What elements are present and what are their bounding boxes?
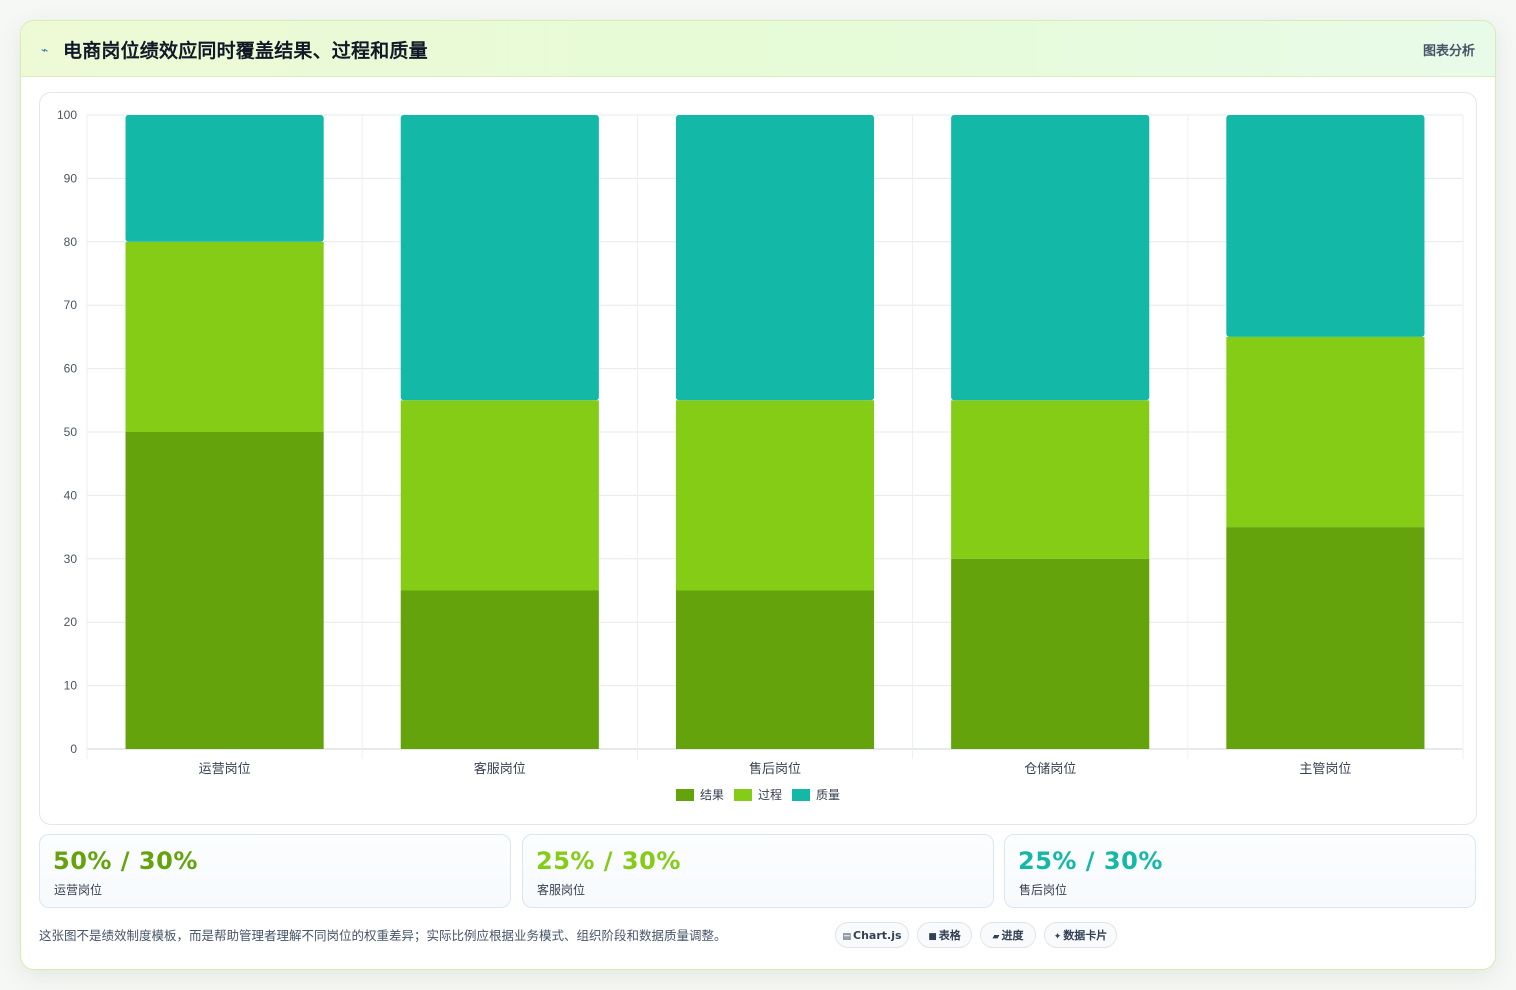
- y-tick-label: 50: [64, 425, 78, 439]
- y-tick-label: 40: [64, 488, 78, 502]
- chart-card: ⌁ 电商岗位绩效应同时覆盖结果、过程和质量 图表分析 0 10 20 30 40 50 60…: [20, 20, 1496, 970]
- x-tick-label: 售后岗位: [749, 761, 801, 776]
- progress-icon: ▰: [992, 932, 1000, 942]
- chip-progress[interactable]: ▰ 进度: [980, 922, 1036, 948]
- y-tick-label: 100: [57, 108, 77, 122]
- footnote: 这张图不是绩效制度模板，而是帮助管理者理解不同岗位的权重差异；实际比例应根据业务…: [39, 928, 727, 943]
- stat-card: 25% / 30% 售后岗位: [1004, 834, 1476, 908]
- chart-title: 电商岗位绩效应同时覆盖结果、过程和质量: [63, 40, 428, 62]
- bar-segment: [125, 241, 324, 432]
- stat-label: 售后岗位: [1019, 883, 1068, 897]
- y-tick-label: 30: [64, 552, 78, 566]
- bar-segment: [951, 115, 1150, 401]
- y-tick-label: 60: [64, 362, 78, 376]
- bar-segment: [400, 115, 599, 401]
- bar-segment: [675, 400, 875, 591]
- bar-segment: [1226, 336, 1425, 528]
- legend-swatch: [676, 789, 694, 801]
- card-header: ⌁ 电商岗位绩效应同时覆盖结果、过程和质量 图表分析: [21, 21, 1495, 77]
- x-tick-label: 客服岗位: [474, 761, 526, 776]
- legend-swatch: [734, 789, 752, 801]
- y-tick-label: 0: [70, 742, 77, 756]
- bar-segment: [951, 400, 1150, 559]
- chip-data-card[interactable]: ✦ 数据卡片: [1044, 922, 1117, 948]
- stacked-bar-chart: 0 10 20 30 40 50 60 70 80 90 100 运营岗位 客服岗位 售后岗位 仓储岗位 主管…: [57, 108, 1464, 802]
- bar-segment: [951, 558, 1150, 749]
- chart-icon: ▤: [842, 932, 851, 942]
- y-tick-label: 20: [64, 615, 78, 629]
- x-tick-label: 主管岗位: [1299, 761, 1351, 776]
- bar-segment: [400, 400, 599, 591]
- stat-value: 25% / 30%: [1018, 847, 1163, 875]
- bar-segment: [400, 590, 599, 749]
- y-tick-label: 80: [64, 235, 78, 249]
- x-tick-label: 仓储岗位: [1024, 761, 1076, 776]
- legend-swatch: [792, 789, 810, 801]
- table-icon: ■: [928, 932, 937, 942]
- legend-label: 过程: [758, 787, 782, 802]
- stat-value: 50% / 30%: [53, 847, 198, 875]
- bar-segment: [125, 432, 324, 749]
- stat-card: 25% / 30% 客服岗位: [522, 834, 994, 908]
- stat-label: 运营岗位: [54, 883, 103, 897]
- bar-segment: [125, 115, 324, 242]
- chart-area: 0 10 20 30 40 50 60 70 80 90 100 运营岗位 客服岗位 售后岗位 仓储岗位 主管…: [39, 92, 1477, 825]
- y-tick-label: 70: [64, 298, 78, 312]
- stat-value: 25% / 30%: [536, 847, 681, 875]
- bar-segment: [675, 590, 875, 749]
- chip-chartjs[interactable]: ▤ Chart.js: [835, 922, 909, 948]
- bar-segment: [675, 115, 875, 401]
- stat-label: 客服岗位: [537, 883, 586, 897]
- bar-segment: [1226, 527, 1425, 749]
- sparkle-icon: ✦: [1053, 932, 1062, 942]
- legend-label: 结果: [700, 788, 724, 802]
- legend-label: 质量: [816, 788, 840, 802]
- chart-analysis-button[interactable]: 图表分析: [1422, 44, 1475, 59]
- trend-icon: ⌁: [41, 43, 49, 57]
- bar-segment: [1226, 115, 1425, 337]
- y-tick-label: 10: [64, 679, 78, 693]
- y-tick-label: 90: [64, 171, 78, 185]
- x-tick-label: 运营岗位: [199, 761, 251, 776]
- chip-table[interactable]: ■ 表格: [917, 922, 972, 948]
- stat-card: 50% / 30% 运营岗位: [39, 834, 511, 908]
